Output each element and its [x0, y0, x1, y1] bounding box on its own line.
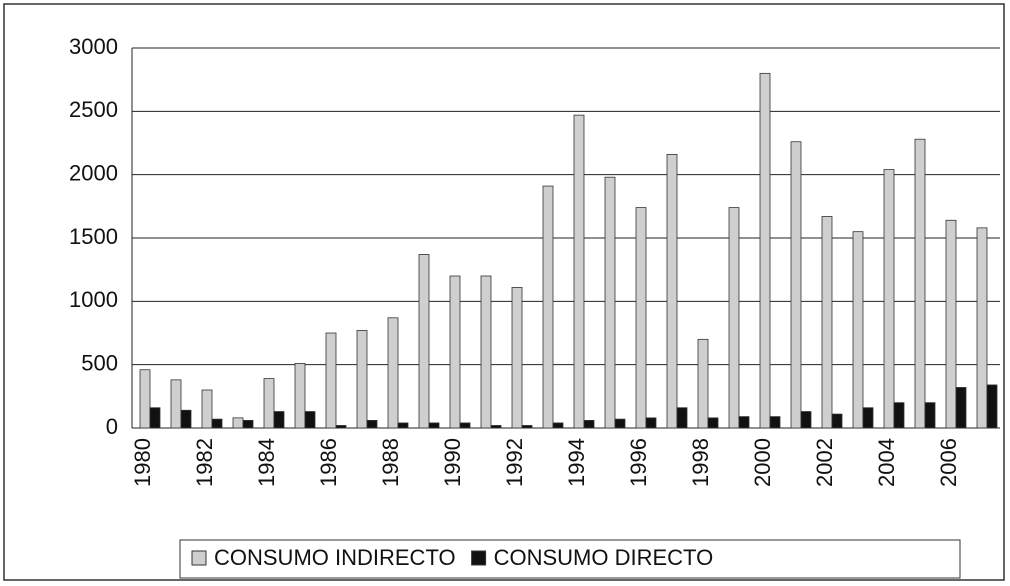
chart-frame: [3, 3, 1005, 581]
bar: [645, 417, 657, 429]
bar: [180, 409, 192, 429]
bar: [676, 407, 688, 429]
x-tick-label: 2004: [874, 438, 899, 487]
legend-swatch: [191, 550, 207, 566]
bar: [924, 402, 936, 429]
bar: [480, 275, 492, 429]
bar: [294, 362, 306, 429]
x-tick-label: 2002: [812, 438, 837, 487]
bar: [201, 389, 213, 429]
bar: [955, 387, 967, 429]
x-tick-label: 1980: [130, 438, 155, 487]
bar: [759, 72, 771, 429]
bar: [986, 384, 998, 429]
x-tick-label: 1986: [316, 438, 341, 487]
bar: [459, 422, 471, 429]
bar: [149, 407, 161, 429]
x-tick-label: 2000: [750, 438, 775, 487]
bar: [738, 416, 750, 429]
bar: [366, 419, 378, 429]
bar: [490, 425, 502, 429]
bar: [707, 417, 719, 429]
bar: [614, 418, 626, 429]
bar: [170, 379, 182, 429]
y-tick-label: 0: [106, 414, 118, 439]
bar: [583, 419, 595, 429]
bar: [821, 216, 833, 429]
legend-label: CONSUMO DIRECTO: [494, 545, 714, 570]
bar: [449, 275, 461, 429]
x-tick-label: 1990: [440, 438, 465, 487]
bar: [387, 317, 399, 429]
x-tick-label: 2006: [936, 438, 961, 487]
y-tick-label: 3000: [69, 34, 118, 59]
bar: [769, 416, 781, 429]
bar: [139, 369, 151, 429]
bar: [521, 425, 533, 429]
bar: [428, 422, 440, 429]
bar: [232, 417, 244, 429]
bar: [335, 425, 347, 429]
x-tick-label: 1994: [564, 438, 589, 487]
bar: [211, 418, 223, 429]
x-tick-label: 1996: [626, 438, 651, 487]
bar: [511, 286, 523, 429]
bar: [418, 254, 430, 429]
bar: [790, 141, 802, 429]
bar: [242, 419, 254, 429]
bar: [800, 411, 812, 429]
bar: [263, 378, 275, 429]
x-tick-label: 1982: [192, 438, 217, 487]
bar: [542, 185, 554, 429]
y-tick-label: 500: [81, 350, 118, 375]
legend-box: [179, 539, 961, 579]
bar: [883, 169, 895, 429]
bar: [697, 338, 709, 429]
legend-label: CONSUMO INDIRECTO: [214, 545, 456, 570]
bar: [852, 231, 864, 429]
y-tick-label: 2500: [69, 97, 118, 122]
y-tick-label: 1000: [69, 287, 118, 312]
bar: [893, 402, 905, 429]
bar: [862, 407, 874, 429]
bar: [604, 176, 616, 429]
legend-swatch: [471, 550, 487, 566]
bar: [635, 207, 647, 429]
bar: [573, 114, 585, 429]
bar: [976, 227, 988, 429]
bar: [945, 219, 957, 429]
bar: [831, 413, 843, 429]
bar: [273, 411, 285, 429]
bar: [552, 422, 564, 429]
x-tick-label: 1998: [688, 438, 713, 487]
bar: [914, 138, 926, 429]
bar: [325, 332, 337, 429]
bar: [304, 411, 316, 429]
x-tick-label: 1988: [378, 438, 403, 487]
bar: [728, 207, 740, 429]
x-tick-label: 1984: [254, 438, 279, 487]
y-tick-label: 1500: [69, 224, 118, 249]
bar: [666, 153, 678, 429]
y-tick-label: 2000: [69, 160, 118, 185]
x-tick-label: 1992: [502, 438, 527, 487]
bar: [397, 422, 409, 429]
bar: [356, 330, 368, 429]
